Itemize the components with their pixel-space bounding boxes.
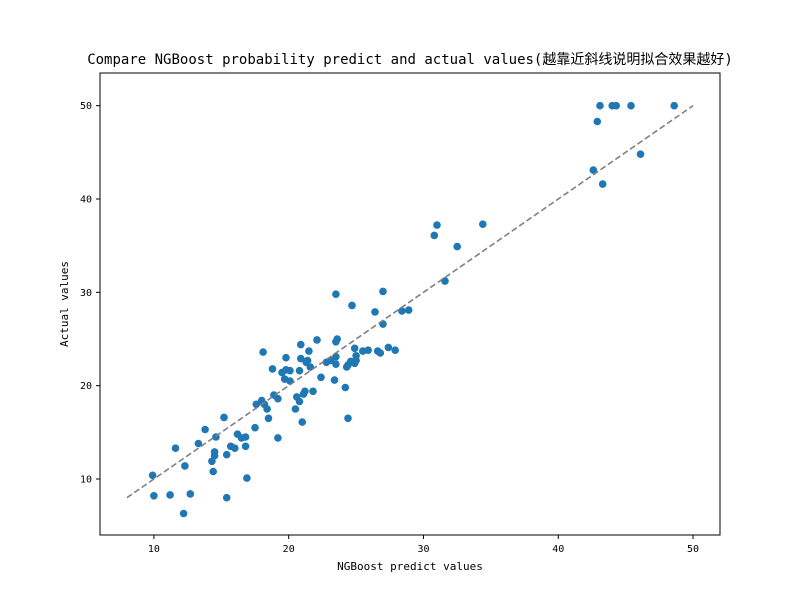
x-tick-label: 10 [148, 544, 160, 555]
data-point [441, 277, 449, 285]
data-point [181, 462, 189, 470]
data-point [404, 306, 413, 314]
data-point [295, 366, 304, 375]
data-point [171, 444, 180, 453]
data-point [179, 509, 188, 518]
data-point [264, 414, 273, 423]
data-point [593, 117, 602, 126]
data-point [376, 349, 385, 357]
data-point [670, 101, 678, 110]
data-point [209, 467, 217, 476]
data-point [274, 394, 282, 403]
data-point [243, 474, 251, 482]
x-axis-label: NGBoost predict values [337, 560, 483, 573]
data-point [433, 221, 441, 229]
data-point [210, 448, 219, 456]
axes-frame [99, 72, 721, 536]
data-point [286, 366, 294, 375]
data-point [291, 405, 300, 413]
data-point [596, 101, 604, 110]
data-point [241, 442, 250, 451]
y-tick-label: 50 [80, 101, 92, 112]
axis-ticks: 10 20 30 40 50 10 20 30 40 50 [80, 101, 699, 555]
data-point [222, 450, 231, 459]
data-point [317, 373, 325, 382]
x-tick-label: 40 [552, 544, 564, 555]
data-point [148, 471, 157, 480]
data-point [379, 287, 387, 296]
data-point [332, 360, 340, 369]
y-tick-label: 20 [80, 381, 92, 392]
data-point [309, 387, 317, 396]
data-point [333, 335, 342, 343]
data-point [384, 343, 393, 352]
data-point [251, 423, 259, 432]
data-point [295, 397, 304, 406]
data-point [259, 348, 267, 356]
data-point [268, 365, 277, 373]
data-point [220, 413, 228, 422]
data-point [222, 493, 231, 502]
data-point [332, 290, 340, 299]
data-point [166, 491, 174, 499]
data-point [298, 418, 307, 426]
x-tick-label: 50 [687, 544, 699, 555]
data-point [201, 425, 209, 434]
data-point [301, 387, 309, 396]
data-point [352, 356, 360, 365]
data-point [186, 490, 195, 498]
x-tick-label: 30 [417, 544, 429, 555]
data-point [282, 353, 290, 362]
reference-diagonal-line [126, 105, 694, 499]
data-point [350, 344, 359, 353]
data-point [341, 383, 350, 392]
data-point [252, 400, 261, 409]
x-tick-label: 20 [283, 544, 295, 555]
data-point [313, 336, 321, 344]
data-point [479, 220, 487, 228]
data-point [589, 166, 598, 174]
data-point [150, 492, 158, 500]
data-point [305, 347, 313, 355]
y-tick-label: 10 [80, 475, 92, 486]
data-point [231, 444, 239, 453]
chart-title: Compare NGBoost probability predict and … [87, 52, 733, 68]
data-point [263, 405, 271, 413]
plot-area [126, 101, 694, 518]
data-point [612, 101, 620, 110]
data-point [430, 231, 439, 240]
data-point [297, 354, 305, 363]
data-point [398, 307, 406, 315]
data-point [371, 308, 379, 316]
data-point [344, 414, 352, 423]
data-point [453, 242, 462, 251]
data-point [364, 346, 373, 355]
data-point [241, 433, 250, 441]
data-point [348, 301, 356, 310]
data-point [332, 352, 340, 361]
data-point [303, 356, 312, 365]
data-point [391, 346, 400, 355]
y-tick-label: 30 [80, 288, 92, 299]
data-point [330, 376, 339, 384]
data-point [194, 439, 203, 448]
y-axis-label: Actual values [58, 261, 71, 347]
y-tick-label: 40 [80, 195, 92, 206]
data-point [598, 180, 607, 188]
data-point [274, 434, 282, 442]
data-point [297, 340, 305, 349]
data-point [627, 101, 635, 110]
data-point [636, 150, 645, 158]
